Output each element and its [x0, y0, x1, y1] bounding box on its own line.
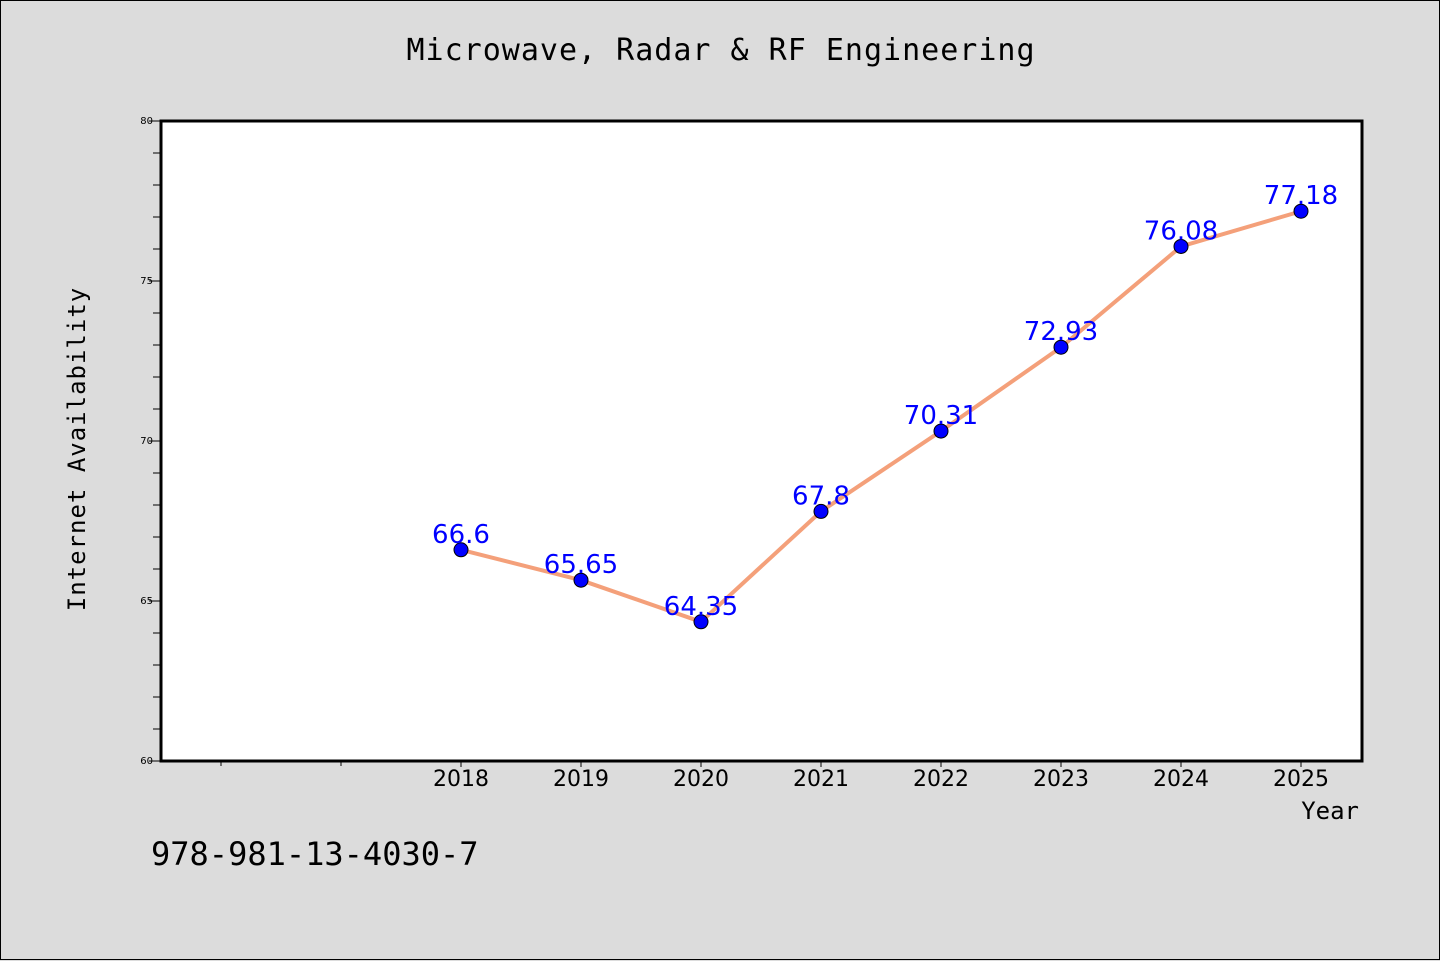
x-tick-label: 2022 — [913, 767, 969, 792]
y-tick-label: 80 — [140, 116, 153, 127]
series-line — [460, 209, 1302, 624]
x-axis-label: Year — [1301, 797, 1359, 825]
data-label: 64.35 — [664, 592, 738, 622]
plot-area — [159, 119, 1364, 763]
data-point-marker — [933, 423, 949, 439]
data-point-marker — [813, 503, 829, 519]
y-tick-label: 65 — [140, 596, 153, 607]
data-label: 76.08 — [1144, 216, 1218, 246]
data-label: 77.18 — [1264, 181, 1338, 211]
data-point-marker — [1053, 339, 1069, 355]
data-point-marker — [1293, 203, 1309, 219]
marker-layer — [453, 203, 1309, 630]
isbn-text: 978-981-13-4030-7 — [151, 835, 479, 873]
x-tick-label: 2023 — [1033, 767, 1089, 792]
x-tick-label: 2021 — [793, 767, 849, 792]
x-tick-label: 2024 — [1153, 767, 1209, 792]
data-point-marker — [1173, 238, 1189, 254]
data-label: 67.8 — [792, 481, 850, 511]
data-label: 70.31 — [904, 401, 978, 431]
data-point-marker — [693, 614, 709, 630]
y-tick-label: 60 — [140, 756, 153, 767]
data-label: 65.65 — [544, 550, 618, 580]
y-axis-label: Internet Availability — [63, 286, 91, 612]
x-tick-label: 2020 — [673, 767, 729, 792]
axis-ticks: 60 65 70 75 80 2018 2019 2020 2021 2022 2023 2024 20… — [140, 116, 1329, 792]
x-tick-label: 2019 — [553, 767, 609, 792]
chart-title: Microwave, Radar & RF Engineering — [406, 33, 1036, 68]
series-line-layer — [460, 209, 1302, 624]
data-label-layer: 66.6 65.65 64.35 67.8 70.31 72.93 76.08 77.18 — [432, 181, 1338, 622]
data-label: 66.6 — [432, 520, 490, 550]
x-tick-label: 2025 — [1273, 767, 1329, 792]
data-label: 72.93 — [1024, 317, 1098, 347]
data-point-marker — [453, 542, 469, 558]
x-tick-label: 2018 — [433, 767, 489, 792]
data-point-marker — [573, 572, 589, 588]
y-tick-label: 70 — [140, 436, 153, 447]
y-tick-label: 75 — [140, 276, 153, 287]
